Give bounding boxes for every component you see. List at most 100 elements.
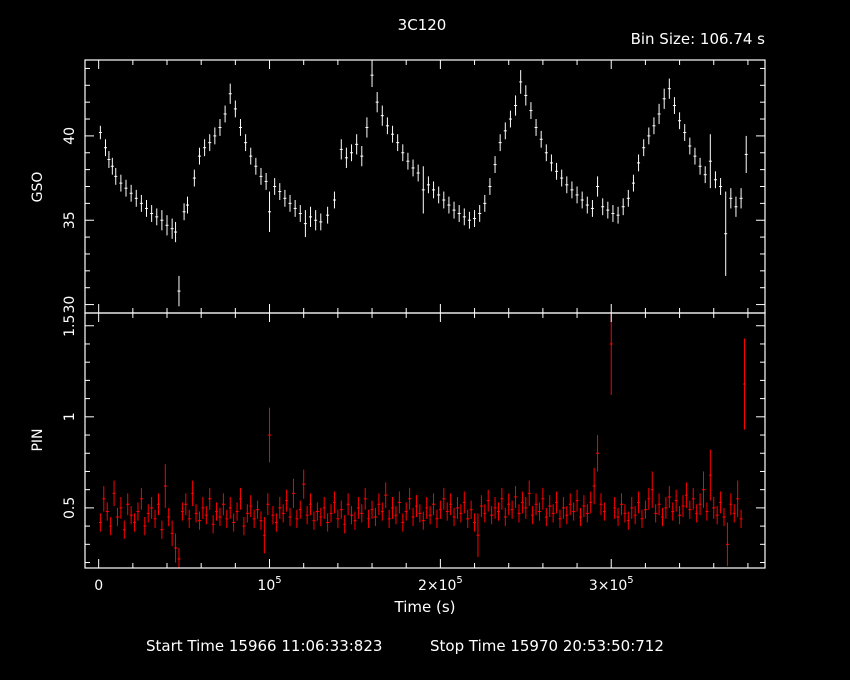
pin-data-point xyxy=(242,517,246,536)
pin-data-point xyxy=(664,496,668,519)
pin-data-point xyxy=(197,511,201,530)
pin-data-point xyxy=(295,509,299,528)
gso-data-point xyxy=(385,117,389,135)
gso-data-point xyxy=(724,191,728,276)
pin-data-point xyxy=(235,502,239,521)
pin-data-point xyxy=(160,520,164,539)
gso-data-point xyxy=(462,208,466,226)
pin-data-point xyxy=(425,496,429,519)
pin-data-point xyxy=(187,509,191,528)
pin-data-point xyxy=(384,482,388,508)
gso-data-point xyxy=(406,152,410,170)
pin-data-point xyxy=(232,513,236,532)
gso-data-point xyxy=(560,169,564,187)
gso-data-point xyxy=(380,105,384,126)
pin-data-point xyxy=(719,491,723,514)
pin-data-point xyxy=(312,511,316,530)
pin-data-point xyxy=(462,491,466,514)
pin-data-point xyxy=(732,504,736,523)
gso-data-point xyxy=(442,191,446,209)
gso-data-point xyxy=(672,97,676,114)
pin-data-point xyxy=(245,504,249,523)
gso-data-point xyxy=(478,205,482,222)
gso-data-point xyxy=(268,191,272,233)
gso-data-point xyxy=(192,169,196,187)
pin-data-point xyxy=(401,513,405,532)
pin-data-point xyxy=(602,502,606,521)
pin-data-point xyxy=(332,491,336,514)
gso-axis-label: GSO xyxy=(30,172,46,203)
pin-data-point xyxy=(353,511,357,530)
gso-data-point xyxy=(637,154,641,172)
pin-data-point xyxy=(736,480,740,517)
pin-data-point xyxy=(671,502,675,521)
pin-data-point xyxy=(201,496,205,519)
pin-data-point xyxy=(252,509,256,528)
gso-data-point xyxy=(601,198,605,216)
gso-data-point xyxy=(642,139,646,157)
gso-data-point xyxy=(177,275,181,307)
pin-data-point xyxy=(302,469,306,499)
pin-data-point xyxy=(681,495,685,517)
pin-data-point xyxy=(191,480,195,507)
gso-data-point xyxy=(244,134,248,152)
pin-axis-label: PIN xyxy=(30,428,46,451)
time-axis-label: Time (s) xyxy=(394,598,456,616)
gso-data-point xyxy=(529,102,533,120)
pin-data-point xyxy=(667,486,671,508)
pin-data-point xyxy=(109,517,113,536)
gso-data-point xyxy=(488,178,492,195)
pin-data-point xyxy=(660,507,664,527)
gso-data-point xyxy=(739,188,743,209)
pin-data-point xyxy=(520,491,524,514)
pin-data-point xyxy=(194,504,198,523)
gso-data-point xyxy=(744,135,748,174)
pin-data-point xyxy=(421,511,425,530)
pin-data-point xyxy=(363,487,367,510)
pin-data-point xyxy=(637,491,641,514)
gso-data-point xyxy=(134,189,138,207)
pin-data-point xyxy=(613,496,617,519)
pin-data-point xyxy=(126,493,130,516)
pin-data-point xyxy=(285,489,289,512)
pin-data-point xyxy=(555,491,559,514)
pin-data-point xyxy=(377,493,381,516)
pin-data-point xyxy=(150,496,154,519)
pin-data-point xyxy=(139,487,143,510)
gso-panel-frame xyxy=(84,59,766,314)
time-x-tick-label: 2×105 xyxy=(418,575,463,594)
gso-data-point xyxy=(713,171,717,189)
pin-data-point xyxy=(256,500,260,519)
gso-data-point xyxy=(626,189,630,207)
gso-data-point xyxy=(155,208,159,226)
pin-data-point xyxy=(684,482,688,508)
pin-data-point xyxy=(558,509,562,528)
gso-data-point xyxy=(208,134,212,152)
pin-data-point xyxy=(184,493,188,516)
gso-data-point xyxy=(606,201,610,219)
pin-data-point xyxy=(180,502,184,521)
pin-data-point xyxy=(442,487,446,510)
pin-data-point xyxy=(572,502,576,521)
pin-data-point xyxy=(418,504,422,523)
pin-data-point xyxy=(204,506,208,525)
gso-data-point xyxy=(139,194,143,212)
pin-data-point xyxy=(414,495,418,517)
pin-data-point xyxy=(156,493,160,516)
gso-data-point xyxy=(580,191,584,209)
gso-data-point xyxy=(544,144,548,162)
gso-data-point xyxy=(524,85,528,106)
pin-data-point xyxy=(698,493,702,516)
pin-data-point xyxy=(177,547,181,568)
gso-data-point xyxy=(437,186,441,204)
pin-data-point xyxy=(153,509,157,528)
pin-data-point xyxy=(455,496,459,519)
gso-data-point xyxy=(174,221,178,243)
pin-data-point xyxy=(438,500,442,519)
gso-data-point xyxy=(165,215,169,236)
pin-data-point xyxy=(582,495,586,517)
pin-data-point xyxy=(346,493,350,516)
pin-data-point xyxy=(503,507,507,527)
pin-data-point xyxy=(266,493,270,516)
gso-data-point xyxy=(667,78,671,99)
